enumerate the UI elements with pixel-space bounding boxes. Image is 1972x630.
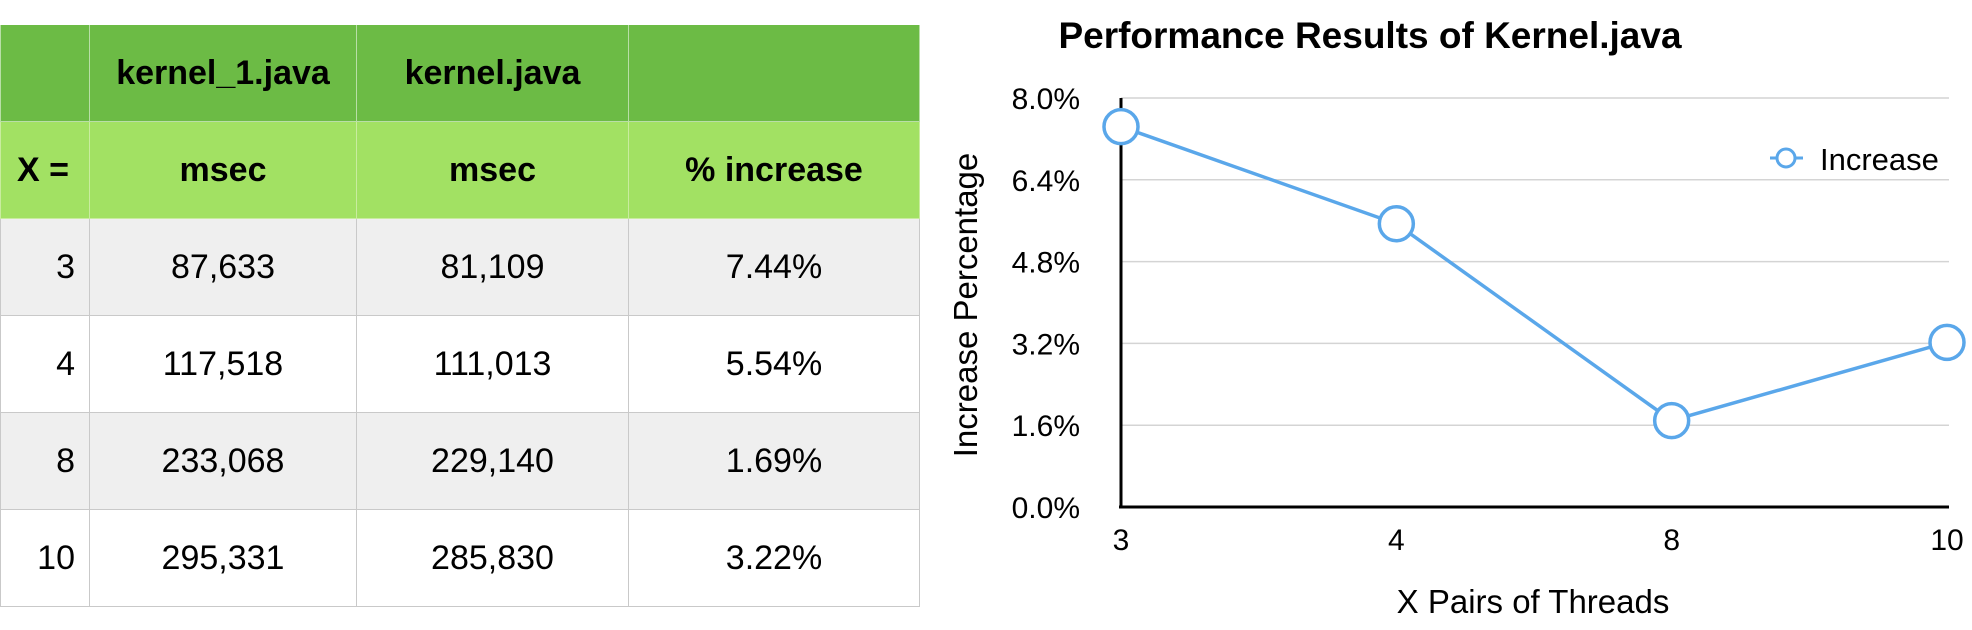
cell-kernel-msec: 81,109 [356,218,629,316]
y-tick-label: 3.2% [1012,328,1080,361]
y-axis-label: Increase Percentage [947,153,984,458]
header-cell-kernel1: kernel_1.java [89,25,357,122]
x-tick-label: 4 [1388,524,1405,557]
cell-kernel1-msec: 117,518 [89,315,357,413]
cell-increase: 5.54% [628,315,920,413]
header-cell [0,25,90,122]
subheader-increase: % increase [628,121,920,219]
cell-x: 3 [0,218,90,316]
cell-x: 4 [0,315,90,413]
legend-label: Increase [1820,142,1939,177]
table-header-row: kernel_1.java kernel.java [0,25,920,122]
y-tick-label: 6.4% [1012,165,1080,198]
data-point [1652,401,1691,440]
chart-gridlines [1121,97,1949,426]
x-tick-label: 3 [1113,524,1130,557]
cell-kernel1-msec: 295,331 [89,509,357,607]
subheader-msec: msec [356,121,629,219]
subheader-x: X = [0,121,90,219]
y-axis-ticks: 0.0% 1.6% 3.2% 4.8% 6.4% 8.0% [1012,83,1080,525]
data-point [1928,323,1966,362]
data-point [1102,107,1140,146]
chart-title: Performance Results of Kernel.java [1058,15,1681,56]
table-subheader-row: X = msec msec % increase [0,121,920,219]
table-row: 4 117,518 111,013 5.54% [0,315,920,413]
cell-increase: 3.22% [628,509,920,607]
x-tick-label: 8 [1663,524,1680,557]
x-tick-label: 10 [1930,524,1963,557]
table-row: 3 87,633 81,109 7.44% [0,218,920,316]
y-tick-label: 0.0% [1012,492,1080,525]
cell-kernel-msec: 285,830 [356,509,629,607]
cell-x: 8 [0,412,90,510]
data-point [1377,205,1416,243]
legend-marker-icon [1775,147,1797,169]
series-increase [1102,107,1966,440]
series-line [1120,124,1948,423]
chart-legend: Increase [1770,142,1939,177]
x-axis-label: X Pairs of Threads [1397,583,1670,620]
cell-kernel1-msec: 87,633 [89,218,357,316]
y-tick-label: 4.8% [1012,247,1080,280]
table-row: 10 295,331 285,830 3.22% [0,509,920,607]
performance-table: kernel_1.java kernel.java X = msec msec … [0,25,920,607]
header-cell [628,25,920,122]
y-tick-label: 1.6% [1012,410,1080,443]
cell-kernel1-msec: 233,068 [89,412,357,510]
header-cell-kernel: kernel.java [356,25,629,122]
cell-x: 10 [0,509,90,607]
x-axis-ticks: 3 4 8 10 [1113,524,1964,557]
cell-kernel-msec: 111,013 [356,315,629,413]
cell-increase: 7.44% [628,218,920,316]
cell-kernel-msec: 229,140 [356,412,629,510]
y-tick-label: 8.0% [1012,83,1080,116]
subheader-msec: msec [89,121,357,219]
table-row: 8 233,068 229,140 1.69% [0,412,920,510]
